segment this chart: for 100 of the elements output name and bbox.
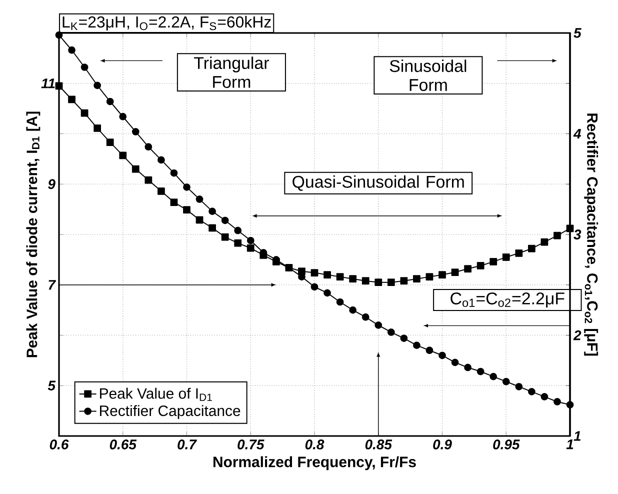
- point: [208, 208, 216, 216]
- x-tick-label: 1: [566, 440, 574, 450]
- point: [387, 328, 395, 336]
- x-tick-label: 0.8: [305, 440, 324, 450]
- point: [158, 187, 165, 195]
- point: [132, 165, 140, 173]
- point: [170, 169, 178, 177]
- y-tick-label: 9: [48, 179, 56, 190]
- y2-axis-title: Rectifier Capacitance, C$_{o1}$,C$_{o2}$ [μF]: [584, 114, 598, 356]
- x-tick-label: 0.65: [110, 440, 137, 450]
- point: [349, 306, 357, 314]
- legend-label: Rectifier Capacitance: [100, 405, 240, 420]
- point: [336, 298, 344, 306]
- y2-tick-label: 5: [574, 28, 582, 38]
- point: [80, 64, 88, 71]
- y-tick-label: 11: [41, 78, 55, 88]
- point: [246, 236, 254, 244]
- point: [490, 372, 498, 380]
- point: [400, 277, 408, 285]
- point: [502, 378, 510, 386]
- point: [464, 364, 472, 372]
- point: [170, 198, 178, 206]
- point: [196, 196, 204, 203]
- x-axis-title: Normalized Frequency, Fr/Fs: [214, 456, 416, 470]
- point: [464, 265, 472, 272]
- point: [387, 278, 395, 286]
- point: [94, 124, 102, 132]
- point: [554, 232, 561, 240]
- point: [55, 82, 63, 90]
- point: [106, 138, 114, 146]
- point: [208, 224, 216, 232]
- point: [476, 368, 484, 376]
- point: [451, 358, 459, 366]
- point: [221, 216, 229, 224]
- x-tick-label: 0.9: [433, 440, 452, 450]
- point: [476, 262, 484, 270]
- point: [400, 334, 408, 342]
- annotation: Triangular Form: [194, 56, 269, 88]
- point: [80, 109, 88, 117]
- point: [246, 244, 254, 252]
- point: [68, 46, 76, 54]
- point: [438, 352, 446, 360]
- point: [310, 283, 318, 291]
- y-tick-label: 7: [48, 280, 56, 290]
- point: [426, 273, 434, 281]
- x-tick-label: 0.85: [365, 440, 392, 450]
- point: [490, 258, 498, 266]
- point: [158, 156, 165, 164]
- y2-tick-label: 3: [574, 230, 582, 240]
- point: [106, 98, 114, 106]
- point: [196, 216, 204, 224]
- point: [285, 264, 293, 272]
- x-tick-label: 0.95: [493, 440, 520, 450]
- point: [310, 269, 318, 276]
- x-tick-label: 0.7: [178, 440, 197, 450]
- point: [183, 183, 190, 191]
- point: [438, 271, 446, 278]
- point: [362, 313, 370, 321]
- point: [349, 275, 357, 283]
- point: [324, 271, 331, 278]
- x-tick-label: 0.75: [238, 440, 264, 450]
- point: [94, 82, 102, 90]
- point: [528, 388, 536, 396]
- point: [528, 244, 536, 252]
- y2-tick-label: 2: [573, 330, 582, 340]
- point: [502, 253, 510, 261]
- point: [566, 401, 574, 408]
- point: [55, 31, 63, 39]
- point: [413, 275, 420, 283]
- legend-label: Peak Value of I$_{D1}$: [100, 388, 212, 401]
- x-tick-label: 0.6: [50, 440, 69, 450]
- point: [374, 278, 382, 286]
- point: [324, 289, 331, 297]
- point: [554, 398, 561, 406]
- y2-tick-label: 4: [573, 128, 582, 139]
- y-axis-title: Peak Value of diode current, I$_{D1}$ [A]: [26, 112, 40, 358]
- annotation: C$_{o1}$=C$_{o2}$=2.2μF: [450, 292, 564, 308]
- point: [68, 96, 76, 104]
- point: [119, 112, 127, 120]
- point: [426, 346, 434, 354]
- point: [234, 239, 242, 247]
- y2-tick-label: 1: [574, 431, 581, 441]
- point: [119, 152, 127, 160]
- point: [451, 268, 459, 276]
- y-tick-label: 5: [48, 380, 56, 390]
- chart-title: L$_{K}$=23μH, I$_{O}$=2.2A, F$_{S}$=60kHz: [62, 16, 271, 31]
- annotation: Sinusoidal Form: [390, 60, 466, 92]
- point: [234, 226, 242, 234]
- point: [413, 342, 420, 350]
- point: [540, 393, 548, 400]
- point: [221, 233, 229, 241]
- point: [183, 206, 190, 214]
- point: [515, 249, 523, 257]
- point: [132, 128, 140, 136]
- point: [336, 273, 344, 281]
- point: [540, 238, 548, 246]
- point: [515, 382, 523, 390]
- annotation: Quasi-Sinusoidal Form: [292, 175, 464, 191]
- point: [144, 143, 152, 151]
- point: [374, 321, 382, 329]
